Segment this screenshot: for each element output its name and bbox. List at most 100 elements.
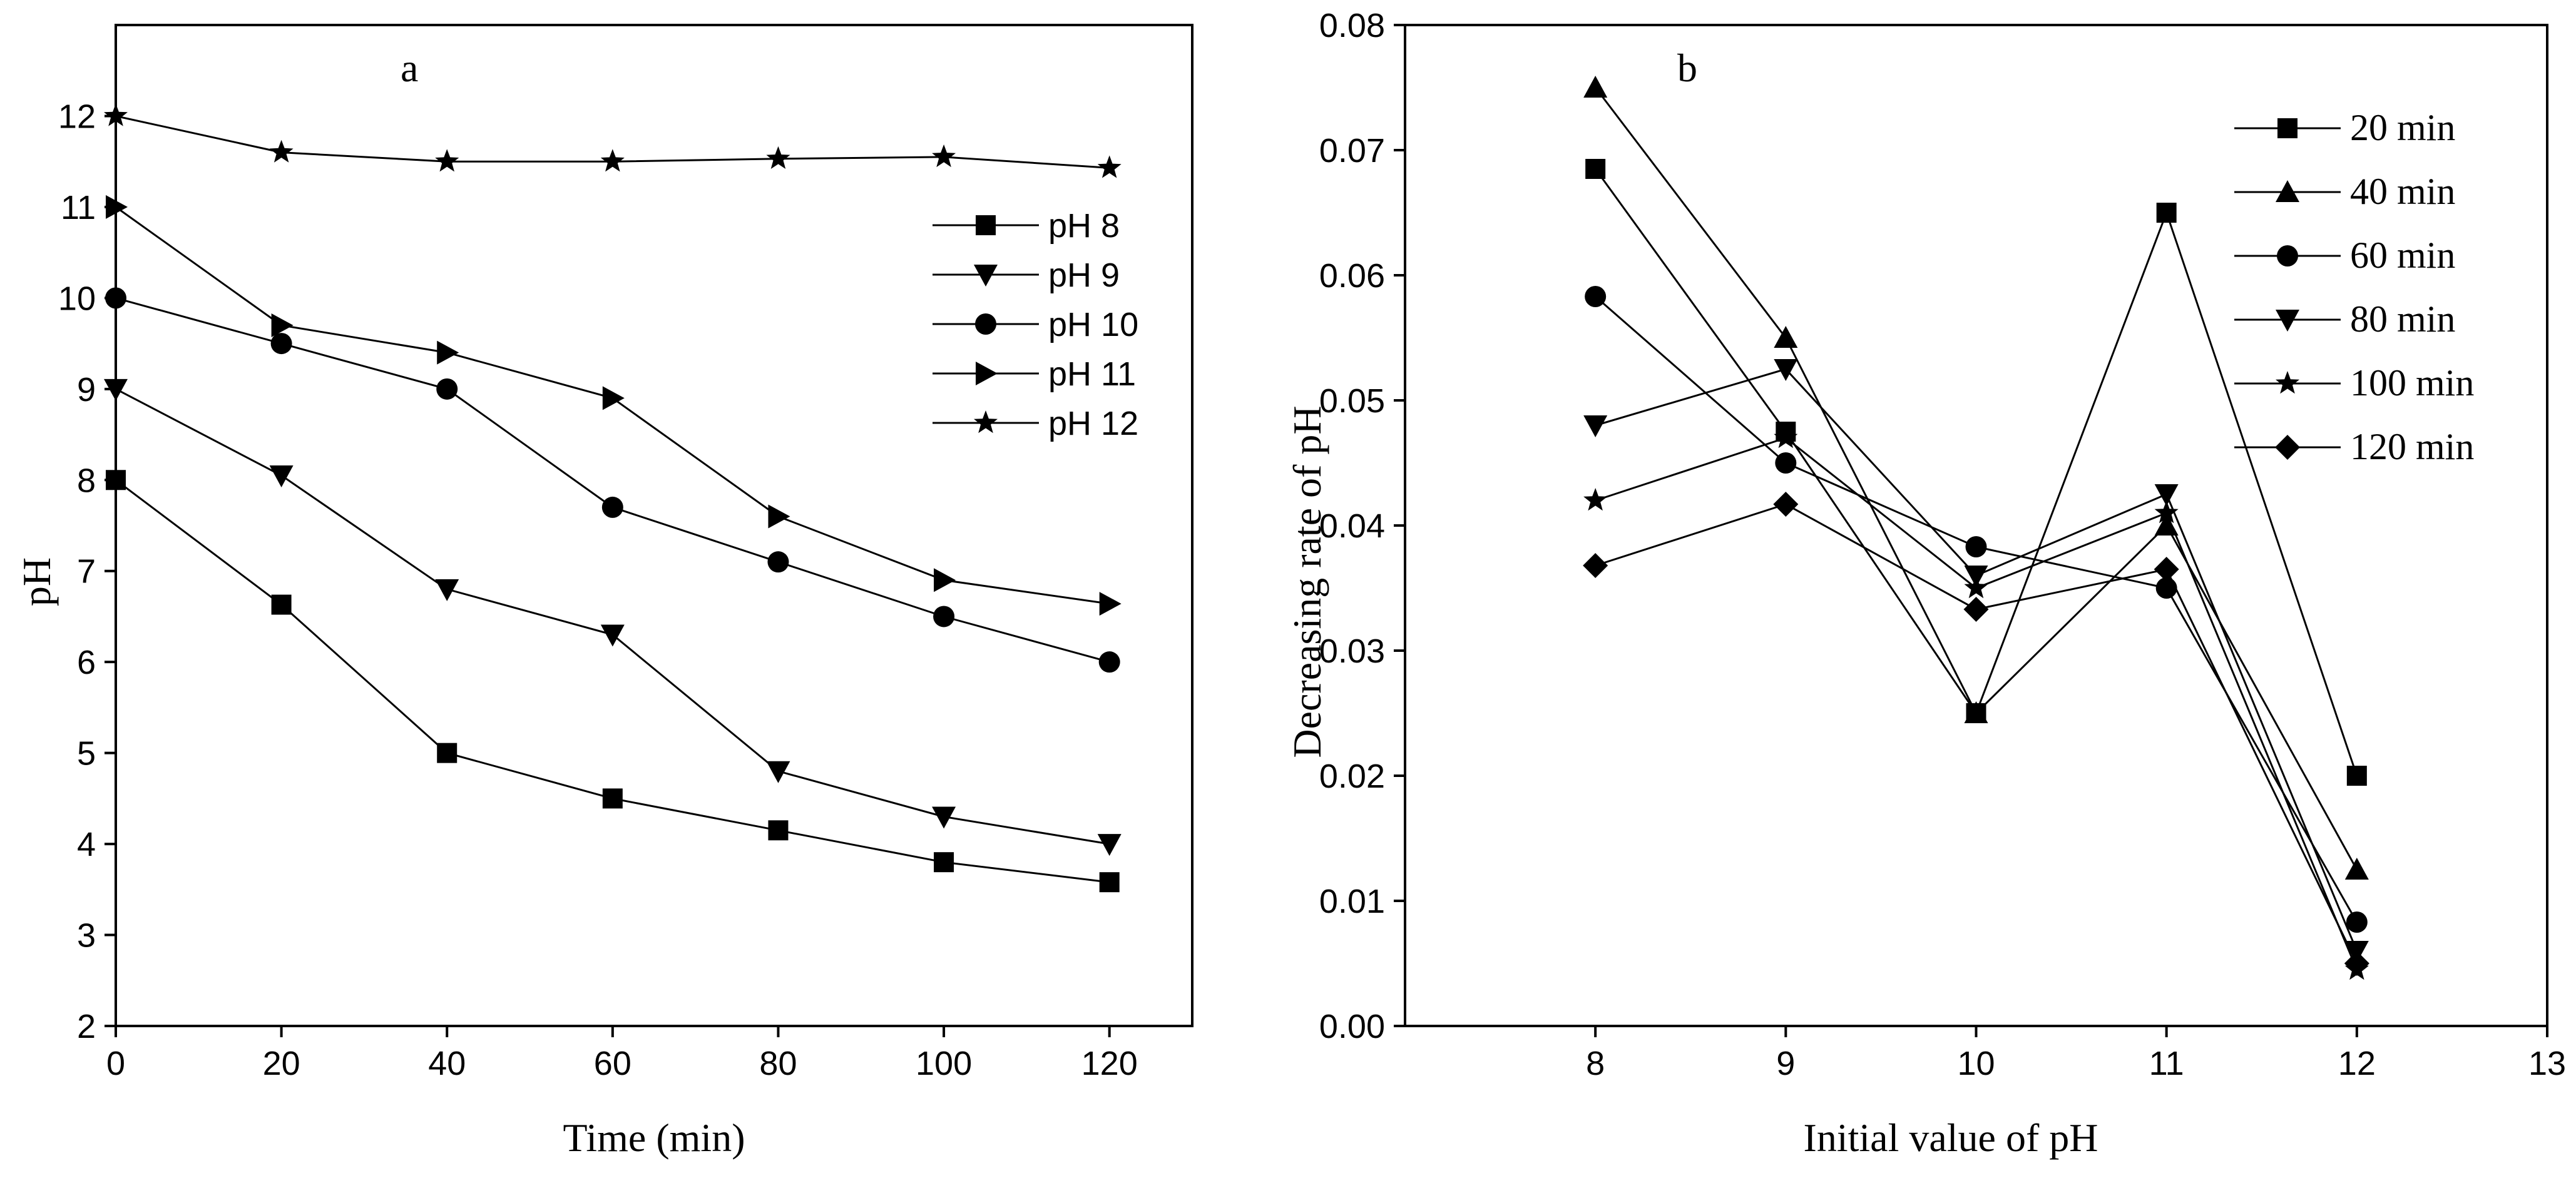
panel-a-data-point — [1097, 155, 1122, 178]
panel-b-data-point — [1583, 76, 1608, 98]
panel-a-series-line — [115, 479, 1110, 883]
panel-a-series-line — [115, 388, 1110, 845]
panel-a-data-point — [104, 378, 128, 401]
panel-a-data-point — [105, 287, 126, 309]
panel-a-data-point — [435, 579, 459, 601]
panel-a-legend-label: pH 8 — [1048, 207, 1120, 245]
panel-a-data-point — [934, 852, 954, 873]
panel-b-legend-label: 80 min — [2350, 298, 2455, 340]
panel-b-data-point — [1774, 326, 1798, 348]
panel-b-y-tick-label: 0.06 — [1319, 257, 1385, 295]
panel-a-data-point — [601, 496, 623, 518]
panel-a-legend-label: pH 10 — [1048, 306, 1138, 343]
panel-b-data-point — [1585, 159, 1606, 179]
panel-b-legend-marker — [2277, 118, 2297, 138]
panel-a-x-axis-title: Time (min) — [563, 1115, 745, 1160]
panel-a-plot-frame — [115, 24, 1193, 1027]
panel-b-data-point — [1965, 536, 1987, 557]
panel-b-data-point — [1964, 576, 1988, 599]
panel-a-y-tick-label: 11 — [61, 189, 96, 226]
panel-b-legend-label: 60 min — [2350, 235, 2455, 276]
panel-a-data-point — [768, 820, 789, 841]
panel-a-legend-label: pH 11 — [1048, 355, 1136, 393]
panel-a-legend-marker — [974, 265, 998, 287]
panel-b-legend-marker — [2275, 435, 2300, 460]
panel-a-y-tick-label: 3 — [77, 917, 96, 955]
panel-a-y-tick-label: 9 — [77, 371, 96, 409]
panel-a-x-tick-label: 120 — [1081, 1045, 1138, 1082]
panel-a-data-point — [602, 788, 623, 809]
panel-a-data-point — [269, 465, 294, 487]
panel-b-data-point — [2346, 766, 2367, 786]
panel-a-data-point — [271, 313, 294, 337]
panel-a-data-point — [437, 340, 459, 365]
panel-b-data-point — [1963, 597, 1989, 622]
panel-b-series-line — [1595, 368, 2358, 952]
panel-a-series-line — [115, 297, 1110, 663]
panel-a-legend-label: pH 12 — [1048, 405, 1138, 442]
panel-a-data-point — [271, 594, 292, 615]
panel-a-data-point — [932, 144, 956, 168]
panel-b-legend-label: 20 min — [2350, 107, 2455, 148]
panel-b-y-axis-title: Decreasing rate of pH — [1285, 405, 1329, 758]
panel-b-x-tick-label: 10 — [1957, 1045, 1995, 1082]
panel-b-x-tick-label: 11 — [2149, 1045, 2184, 1082]
panel-b-x-tick-label: 9 — [1776, 1045, 1795, 1082]
panel-a-y-tick-label: 5 — [77, 735, 96, 773]
panel-a-y-tick-label: 12 — [58, 98, 96, 135]
panel-a-label: a — [401, 46, 418, 90]
panel-b-legend-marker — [2276, 180, 2299, 202]
panel-a-x-tick-label: 20 — [263, 1045, 300, 1082]
panel-a-data-point — [600, 149, 625, 172]
panel-a-x-tick-label: 40 — [428, 1045, 466, 1082]
panel-a-data-point — [768, 504, 790, 529]
panel-b-legend-marker — [2276, 310, 2299, 332]
panel-a-data-point — [106, 195, 128, 219]
panel-b-data-point — [2154, 484, 2179, 506]
panel-a-data-point — [104, 103, 128, 126]
panel-a-y-tick-label: 4 — [77, 826, 96, 863]
panel-b-chart: b Initial value of pH Decreasing rate of… — [1285, 7, 2566, 1160]
panel-b-data-point — [1774, 359, 1798, 381]
panel-a-data-point — [1098, 651, 1120, 673]
panel-b-data-point — [1774, 425, 1798, 449]
panel-b-y-tick-label: 0.05 — [1319, 382, 1385, 420]
panel-b-y-tick-label: 0.07 — [1319, 132, 1385, 170]
panel-b-data-point — [1964, 701, 1988, 723]
panel-b-y-tick-label: 0.08 — [1319, 7, 1385, 44]
panel-b-legend-label: 100 min — [2350, 362, 2474, 404]
panel-b-data-point — [2344, 858, 2369, 880]
panel-a-data-point — [766, 146, 790, 169]
panel-a-legend-marker — [976, 215, 996, 235]
panel-b-data-point — [2346, 911, 2368, 933]
panel-b-legend-marker — [2276, 371, 2299, 394]
panel-a-data-point — [435, 149, 459, 172]
panel-a-data-point — [766, 761, 790, 783]
panel-a-data-point — [269, 140, 294, 163]
panel-a-data-point — [1099, 872, 1120, 893]
panel-b-x-tick-label: 8 — [1586, 1045, 1605, 1082]
panel-a-data-point — [1099, 592, 1122, 616]
panel-b-series-line — [1594, 168, 2358, 776]
panel-a-legend-marker — [975, 313, 996, 335]
panel-a-y-tick-label: 7 — [77, 553, 96, 591]
panel-a-chart: a Time (min) pH 0 20 40 60 80 100 120 2 3 4 5 6 7 8 9 1… — [14, 24, 1193, 1160]
panel-a-x-tick-label: 80 — [759, 1045, 797, 1082]
panel-a-data-point — [767, 551, 789, 573]
panel-b-series-line — [1595, 87, 2358, 870]
panel-b-legend-marker — [2277, 245, 2298, 267]
panel-a-legend-marker — [976, 362, 998, 385]
panel-a-legend-marker — [974, 410, 998, 434]
panel-b-data-point — [1583, 553, 1608, 578]
panel-a-data-point — [600, 624, 625, 647]
panel-a-y-tick-label: 2 — [77, 1008, 96, 1045]
panel-a-data-point — [932, 806, 956, 829]
panel-a-data-point — [436, 378, 458, 400]
panel-b-y-tick-label: 0.01 — [1319, 883, 1385, 920]
panel-a-data-point — [934, 568, 956, 592]
panel-b-x-tick-label: 12 — [2338, 1045, 2376, 1082]
panel-b-x-tick-label: 13 — [2528, 1045, 2566, 1082]
panel-b-data-point — [1775, 452, 1797, 474]
panel-a-x-tick-label: 0 — [106, 1045, 125, 1082]
panel-a-data-point — [1097, 834, 1122, 856]
